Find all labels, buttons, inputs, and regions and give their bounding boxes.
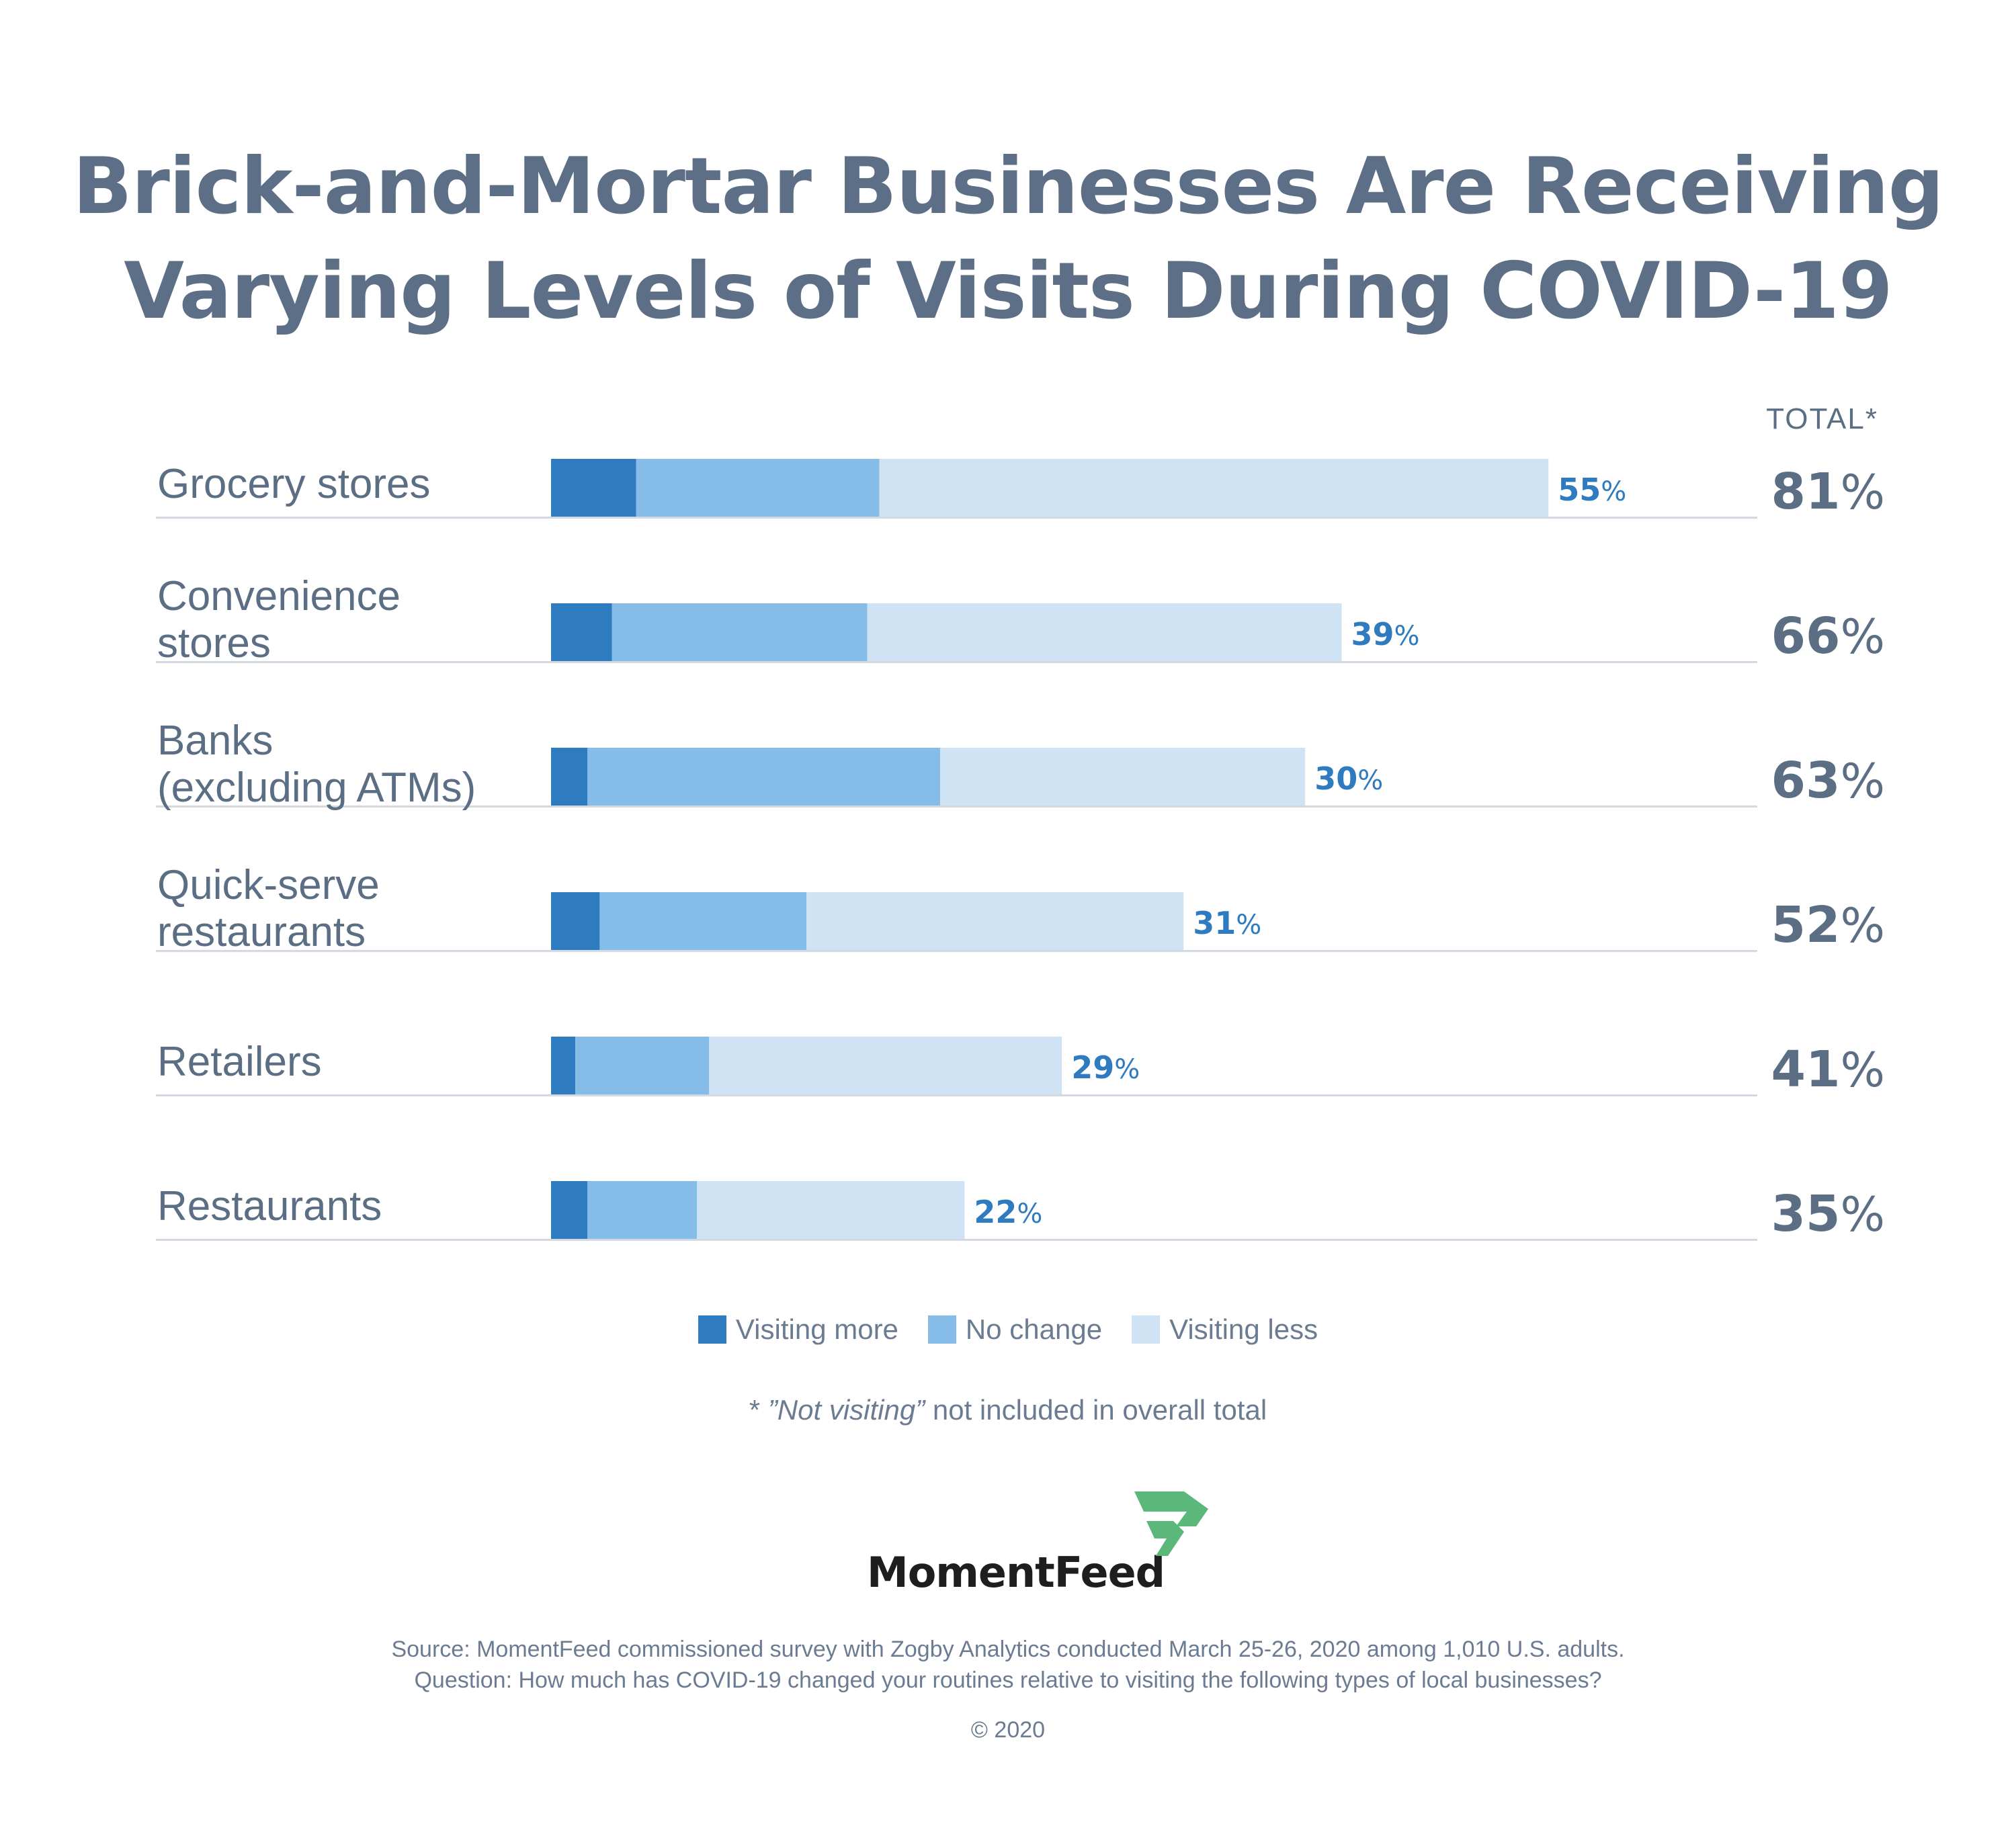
bar-visiting-more-grocery-stores: [551, 459, 636, 517]
bar-row-banks-excluding-atms: Banks(excluding ATMs)3%29%30%63%: [156, 718, 1885, 811]
bar-row-grocery-stores: Grocery stores7%20%55%81%: [156, 459, 1885, 521]
percent-sign: %: [1394, 621, 1420, 652]
category-label: Quick-serve: [157, 862, 380, 908]
bar-no-change-retailers: [575, 1037, 710, 1094]
legend-label-visiting-less: Visiting less: [1169, 1313, 1318, 1345]
bar-no-change-quick-serve-restaurants: [599, 892, 807, 950]
legend-label-no-change: No change: [965, 1313, 1103, 1345]
percent-sign: %: [1017, 1199, 1042, 1229]
source-note: Source: MomentFeed commissioned survey w…: [0, 1634, 2016, 1696]
legend-swatch-no-change: [927, 1315, 956, 1344]
footnote-prefix: *: [749, 1394, 768, 1426]
totals-header: TOTAL*: [1766, 402, 1878, 435]
percent-sign: %: [1840, 754, 1885, 809]
footnote-emphasis: ”Not visiting”: [767, 1394, 925, 1426]
bar-visiting-less-convenience-stores: [867, 603, 1342, 661]
total-convenience-stores: 66%: [1771, 607, 1886, 665]
category-label: Banks: [157, 718, 273, 764]
category-label: Grocery stores: [157, 461, 431, 507]
source-line-2: Question: How much has COVID-19 changed …: [414, 1667, 1602, 1693]
momentfeed-logo: MomentFeed: [867, 1491, 1216, 1599]
value-label-visiting-less-convenience-stores: 39%: [1351, 616, 1420, 652]
total-retailers: 41%: [1771, 1041, 1886, 1098]
bar-no-change-banks-excluding-atms: [587, 748, 941, 806]
total-quick-serve-restaurants: 52%: [1771, 896, 1886, 954]
percent-sign: %: [1236, 910, 1261, 941]
percent-sign: %: [1840, 1187, 1885, 1242]
bar-no-change-convenience-stores: [612, 603, 868, 661]
stacked-bar-chart: TOTAL* Grocery stores7%20%55%81%Convenie…: [156, 402, 1885, 1243]
category-label: (excluding ATMs): [157, 765, 476, 811]
bar-visiting-more-retailers: [551, 1037, 576, 1094]
legend-item-visiting-less: Visiting less: [1132, 1313, 1318, 1346]
bar-visiting-more-convenience-stores: [551, 603, 612, 661]
legend-item-no-change: No change: [927, 1313, 1103, 1346]
legend: Visiting more No change Visiting less: [0, 1313, 2016, 1346]
bar-row-restaurants: Restaurants3%9%22%35%: [156, 1181, 1885, 1243]
bar-visiting-less-restaurants: [697, 1181, 965, 1239]
total-restaurants: 35%: [1771, 1185, 1886, 1243]
source-line-1: Source: MomentFeed commissioned survey w…: [391, 1637, 1625, 1662]
value-label-visiting-less-restaurants: 22%: [974, 1194, 1042, 1230]
value-label-visiting-less-quick-serve-restaurants: 31%: [1193, 905, 1261, 941]
legend-swatch-visiting-less: [1132, 1315, 1161, 1344]
category-label: stores: [157, 620, 271, 666]
total-grocery-stores: 81%: [1771, 463, 1886, 521]
bar-visiting-less-banks-excluding-atms: [940, 748, 1306, 806]
bar-visiting-more-banks-excluding-atms: [551, 748, 588, 806]
value-label-visiting-less-grocery-stores: 55%: [1558, 472, 1626, 508]
logo-chevron-icon: [1134, 1491, 1208, 1556]
category-label: Retailers: [157, 1039, 322, 1085]
bar-row-convenience-stores: Conveniencestores5%21%39%66%: [156, 573, 1885, 666]
footnote: * ”Not visiting” not included in overall…: [0, 1394, 2016, 1426]
category-label: restaurants: [157, 909, 366, 955]
percent-sign: %: [1840, 898, 1885, 953]
category-label: Restaurants: [157, 1183, 382, 1229]
percent-sign: %: [1357, 765, 1383, 796]
chart-title-line-1: Brick-and-Mortar Businesses Are Receivin…: [73, 141, 1944, 232]
percent-sign: %: [1114, 1054, 1140, 1085]
legend-label-visiting-more: Visiting more: [735, 1313, 898, 1345]
chart-title-line-2: Varying Levels of Visits During COVID-19: [124, 246, 1893, 337]
chart-title: Brick-and-Mortar Businesses Are Receivin…: [0, 134, 2016, 344]
bar-visiting-more-quick-serve-restaurants: [551, 892, 600, 950]
category-label: Convenience: [157, 573, 401, 619]
bar-no-change-grocery-stores: [636, 459, 880, 517]
percent-sign: %: [1840, 1043, 1885, 1098]
bar-row-quick-serve-restaurants: Quick-serverestaurants4%17%31%52%: [156, 862, 1885, 955]
logo-wordmark: MomentFeed: [867, 1548, 1165, 1597]
percent-sign: %: [1840, 465, 1885, 520]
legend-item-visiting-more: Visiting more: [698, 1313, 898, 1346]
total-banks-excluding-atms: 63%: [1771, 752, 1886, 810]
bar-visiting-more-restaurants: [551, 1181, 588, 1239]
bar-no-change-restaurants: [587, 1181, 698, 1239]
value-label-visiting-less-retailers: 29%: [1071, 1049, 1140, 1086]
copyright: © 2020: [970, 1717, 1046, 1743]
bar-visiting-less-quick-serve-restaurants: [806, 892, 1184, 950]
legend-swatch-visiting-more: [698, 1315, 726, 1344]
value-label-visiting-less-banks-excluding-atms: 30%: [1314, 761, 1383, 797]
percent-sign: %: [1601, 476, 1626, 507]
bar-visiting-less-grocery-stores: [879, 459, 1549, 517]
percent-sign: %: [1840, 609, 1885, 664]
footnote-rest: not included in overall total: [925, 1394, 1267, 1426]
bar-visiting-less-retailers: [709, 1037, 1062, 1094]
